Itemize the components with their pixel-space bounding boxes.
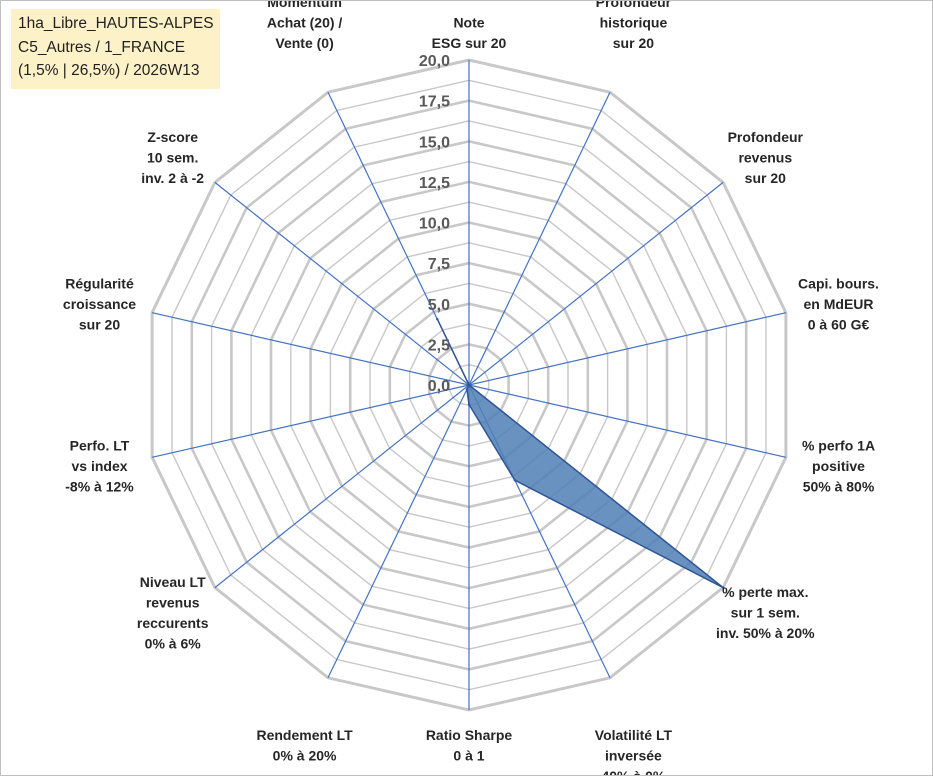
axis-label-line: 50% à 80% (803, 479, 875, 495)
axis-spoke (468, 181, 724, 386)
tick-label: 12,5 (419, 175, 450, 192)
tick-label: 5,0 (428, 297, 450, 314)
axis-label-line: revenus (146, 594, 200, 610)
info-line-2: C5_Autres / 1_FRANCE (18, 38, 186, 56)
tick-label: 20,0 (419, 53, 450, 70)
axis-label: Rendement LT 0% à 20% (256, 727, 353, 764)
axis-label-line: inv. 2 à -2 (141, 170, 204, 186)
axis-label-line: 0 à 60 G€ (808, 316, 870, 332)
axis-spoke (214, 384, 470, 589)
axis-label-line: sur 20 (79, 316, 120, 332)
axis-spoke (214, 181, 470, 386)
tick-label: 10,0 (419, 216, 450, 233)
axis-label-line: Momentum (267, 1, 342, 10)
info-line-1: 1ha_Libre_HAUTES-ALPES (18, 15, 214, 32)
axis-label: Momentum Achat (20) / Vente (0) (267, 1, 343, 51)
axis-label-line: inv. 50% à 20% (716, 625, 815, 641)
axis-label-line: 10 sem. (147, 149, 198, 165)
axis-label-line: % perfo 1A (802, 438, 875, 454)
axis-label-line: % perte max. (722, 584, 808, 600)
axis-label-line: Profondeur (728, 129, 804, 145)
axis-label: % perte max. sur 1 sem. inv. 50% à 20% (716, 584, 815, 641)
axis-label-line: Capi. bours. (798, 275, 879, 291)
axis-label-line: sur 1 sem. (731, 605, 800, 621)
axis-label-line: Note (453, 15, 484, 31)
axis-label: Profondeur historique sur 20 (596, 1, 672, 51)
axis-label-line: Profondeur (596, 1, 672, 10)
axis-label-line: Perfo. LT (70, 438, 130, 454)
axis-label-line: reccurents (137, 615, 209, 631)
axis-label-line: -8% à 12% (65, 479, 134, 495)
axis-label: Ratio Sharpe 0 à 1 (426, 727, 513, 764)
axis-spoke (468, 91, 611, 386)
axis-label: Capi. bours. en MdEUR 0 à 60 G€ (798, 275, 879, 332)
axis-label-line: Volatilité LT (595, 727, 673, 743)
axis-label-line: 0% à 6% (145, 635, 202, 651)
data-point (721, 586, 725, 589)
axis-label-line: Niveau LT (140, 574, 206, 590)
tick-label: 15,0 (419, 134, 450, 151)
info-line-3: (1,5% | 26,5%) / 2026W13 (18, 62, 200, 79)
tick-label: 0,0 (428, 378, 450, 395)
axis-spoke (151, 384, 470, 458)
tick-label: 2,5 (428, 337, 450, 354)
axis-label: Volatilité LT inversée 40% à 0% (595, 727, 673, 775)
axis-label: % perfo 1A positive 50% à 80% (802, 438, 875, 495)
tick-label: 17,5 (419, 94, 450, 111)
axis-label-line: Achat (20) / (267, 15, 343, 31)
axis-label-line: en MdEUR (804, 296, 874, 312)
info-box: 1ha_Libre_HAUTES-ALPES C5_Autres / 1_FRA… (11, 9, 220, 89)
axis-spoke (468, 312, 787, 386)
axis-label-line: Z-score (147, 129, 198, 145)
axis-label-line: sur 20 (745, 170, 786, 186)
data-point (465, 388, 469, 391)
axis-label-line: positive (812, 458, 865, 474)
axis-spoke (468, 384, 787, 458)
data-point (436, 317, 439, 321)
axis-label-line: Ratio Sharpe (426, 727, 513, 743)
axis-spoke (151, 312, 470, 386)
axis-spoke (327, 384, 470, 679)
data-point (467, 383, 471, 387)
axis-label: Profondeur revenus sur 20 (728, 129, 804, 186)
axis-label-line: revenus (738, 149, 792, 165)
axis-label: Perfo. LT vs index -8% à 12% (65, 438, 134, 495)
axis-label: Régularité croissance sur 20 (63, 275, 136, 332)
axis-label-line: Rendement LT (256, 727, 353, 743)
tick-label: 7,5 (428, 256, 450, 273)
axis-label-line: sur 20 (613, 35, 654, 51)
axis-label-line: Vente (0) (275, 35, 333, 51)
axis-label-line: vs index (71, 458, 127, 474)
data-point (467, 403, 471, 406)
axis-label-line: historique (600, 15, 668, 31)
axis-label-line: Régularité (65, 275, 134, 291)
axis-label: Niveau LT revenus reccurents 0% à 6% (137, 574, 209, 652)
series-area (436, 318, 724, 589)
axis-label-line: 0 à 1 (453, 748, 484, 764)
axis-label-line: ESG sur 20 (432, 35, 507, 51)
axis-label: Note ESG sur 20 (432, 15, 507, 52)
axis-label-line: 40% à 0% (601, 768, 665, 775)
axis-label-line: 0% à 20% (273, 748, 337, 764)
axis-label-line: croissance (63, 296, 136, 312)
axis-label-line: inversée (605, 748, 662, 764)
axis-label: Z-score 10 sem. inv. 2 à -2 (141, 129, 204, 186)
data-point (513, 479, 516, 482)
